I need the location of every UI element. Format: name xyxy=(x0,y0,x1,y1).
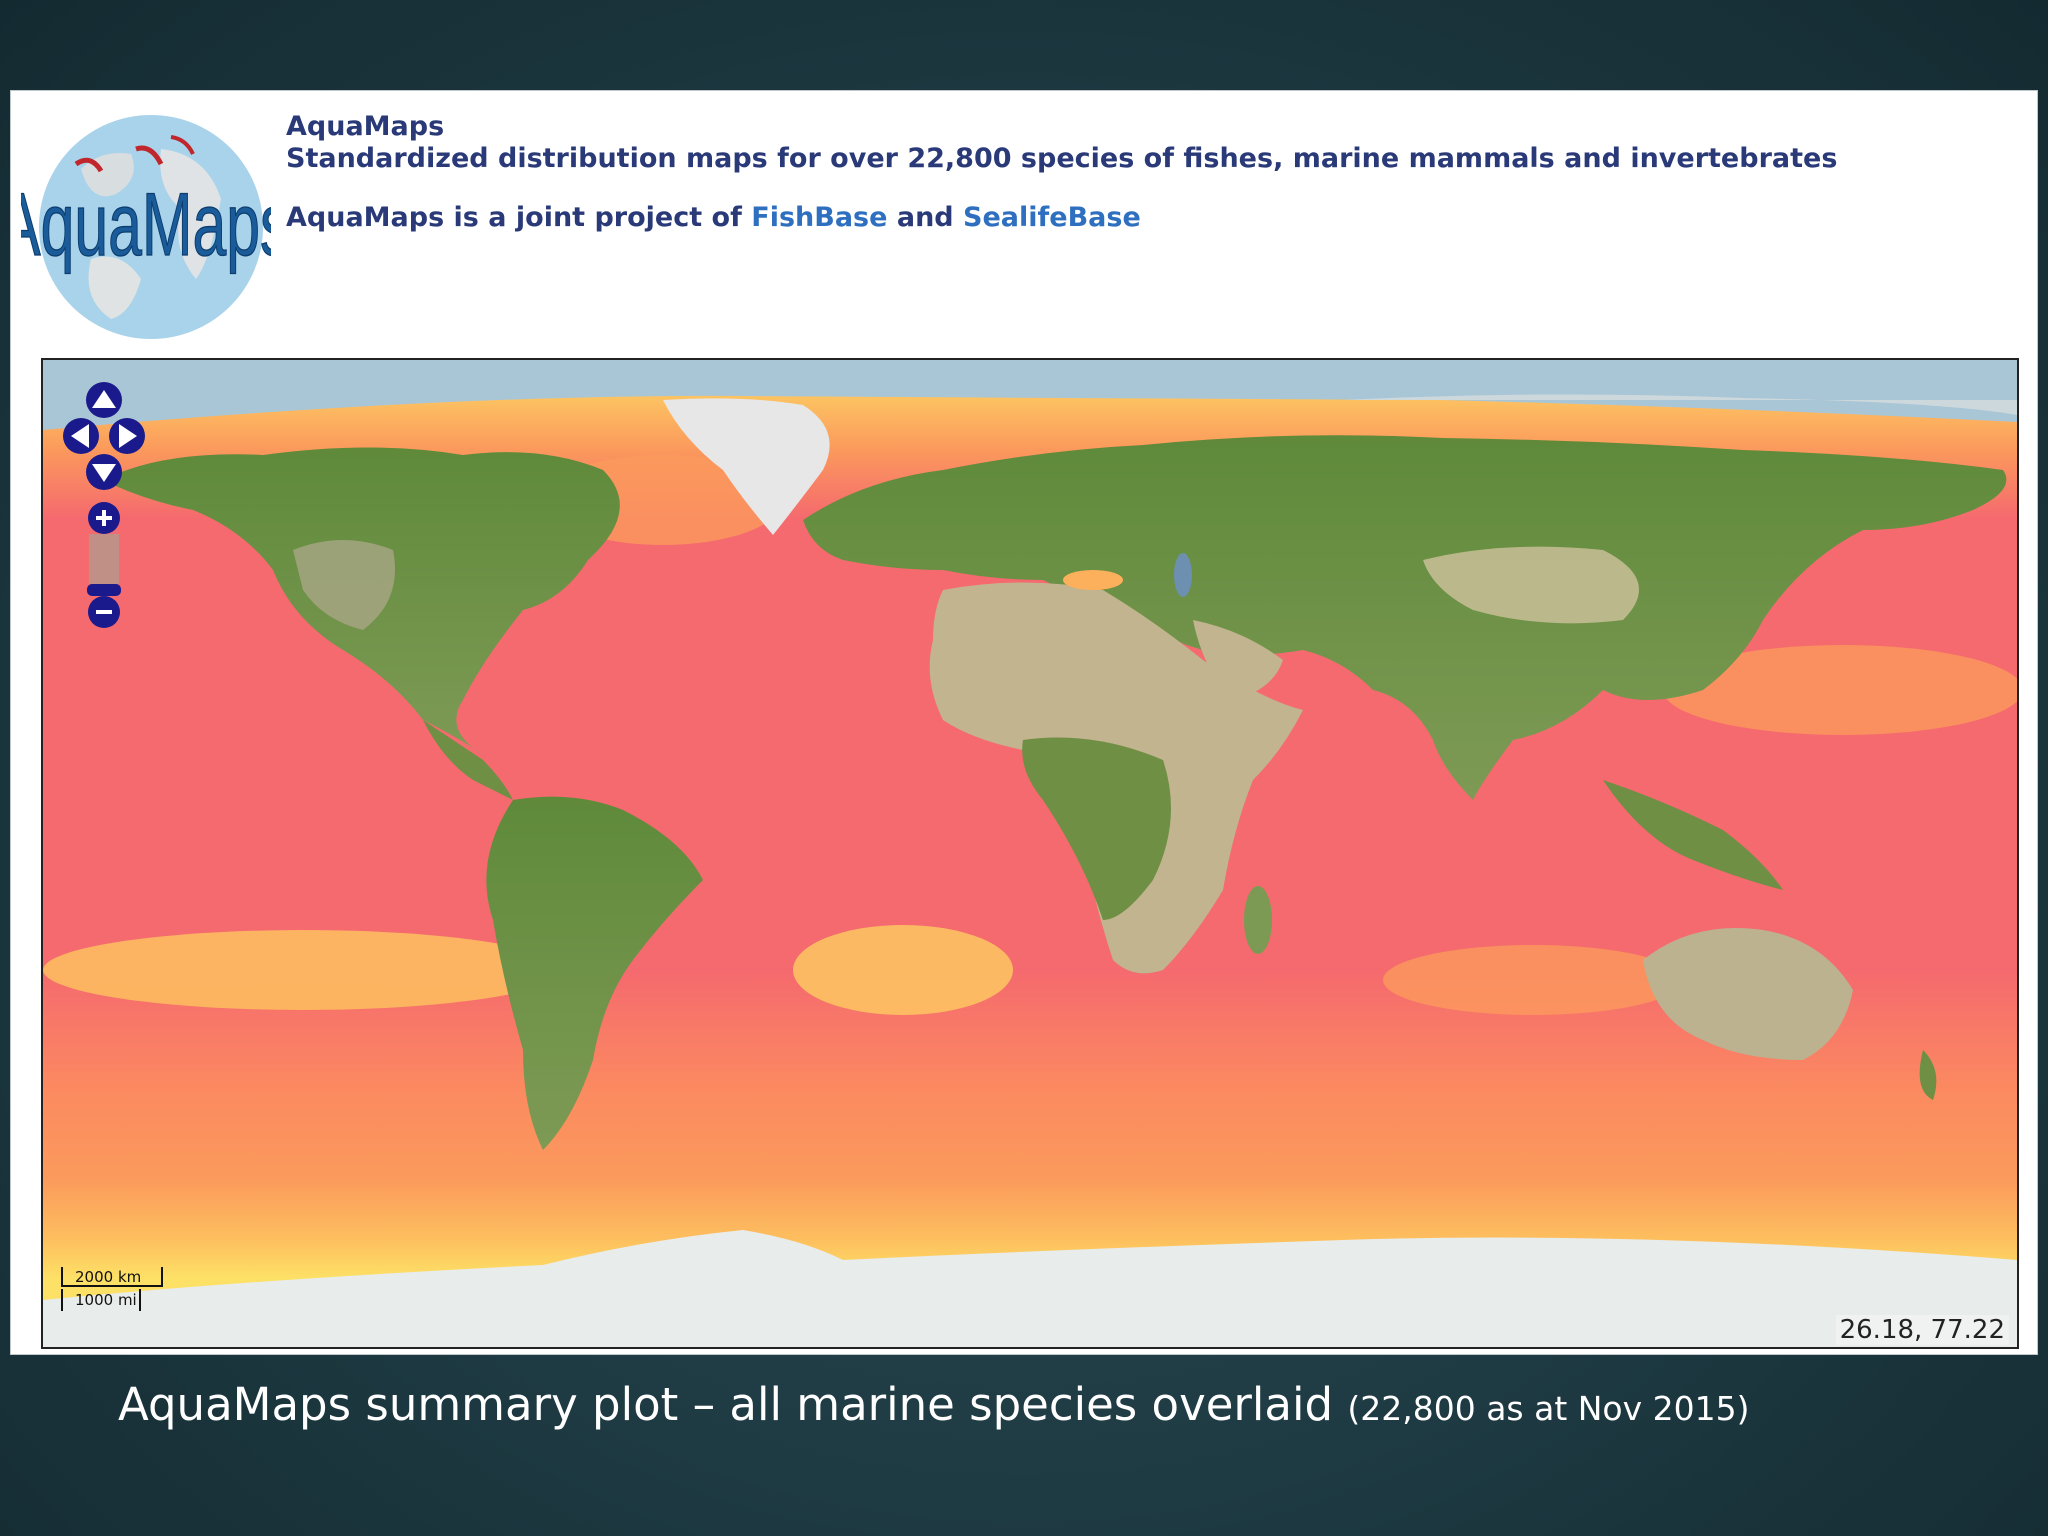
central-america xyxy=(423,720,513,800)
zoom-out-button[interactable] xyxy=(88,596,120,628)
south-america xyxy=(486,796,703,1150)
caption-main: AquaMaps summary plot – all marine speci… xyxy=(118,1378,1334,1431)
arabia xyxy=(1193,620,1283,700)
new-zealand xyxy=(1919,1050,1937,1100)
coordinate-readout: 26.18, 77.22 xyxy=(1835,1315,2009,1345)
southeast-asia xyxy=(1603,780,1783,890)
zoom-slider-track[interactable] xyxy=(89,534,119,584)
zoom-in-button[interactable] xyxy=(88,502,120,534)
pan-right-button[interactable] xyxy=(109,418,145,454)
arctic-sea xyxy=(43,360,2017,430)
pan-down-button[interactable] xyxy=(86,454,122,490)
greenland xyxy=(663,398,830,535)
caspian-sea xyxy=(1174,553,1192,597)
south-atlantic-band xyxy=(793,925,1013,1015)
antarctica xyxy=(43,1230,2017,1347)
partners-prefix: AquaMaps is a joint project of xyxy=(286,202,742,233)
partners-and: and xyxy=(896,202,954,233)
pan-left-button[interactable] xyxy=(63,418,99,454)
site-tagline: Standardized distribution maps for over … xyxy=(286,143,1838,174)
sealifebase-link[interactable]: SealifeBase xyxy=(963,202,1141,233)
fishbase-link[interactable]: FishBase xyxy=(751,202,888,233)
logo-text: AquaMaps xyxy=(21,175,271,274)
aquamaps-logo[interactable]: AquaMaps xyxy=(21,109,271,344)
aquamaps-page: AquaMaps AquaMaps Standardized distribut… xyxy=(10,90,2038,1355)
asia-desert xyxy=(1423,546,1639,624)
zoom-slider-handle[interactable] xyxy=(87,584,121,596)
north-america-interior xyxy=(293,540,395,630)
australia xyxy=(1643,928,1853,1060)
madagascar xyxy=(1244,886,1272,954)
site-name: AquaMaps xyxy=(286,111,445,142)
caption-note: (22,800 as at Nov 2015) xyxy=(1347,1389,1750,1428)
africa-forest xyxy=(1022,737,1171,920)
indian-ocean-band xyxy=(1383,945,1683,1015)
map-viewport[interactable]: 2000 km 1000 mi 26.18, 77.22 xyxy=(41,358,2019,1349)
eurasia xyxy=(803,435,2007,800)
world-map[interactable] xyxy=(43,360,2017,1347)
slide-caption: AquaMaps summary plot – all marine speci… xyxy=(118,1378,1750,1431)
scale-mi-label: 1000 mi xyxy=(61,1289,141,1311)
scale-bar: 2000 km 1000 mi xyxy=(61,1267,171,1315)
scale-km-label: 2000 km xyxy=(61,1267,163,1287)
north-pacific-band xyxy=(1663,645,2017,735)
south-pacific-band xyxy=(43,930,563,1010)
map-navigation-control xyxy=(63,382,145,628)
site-partners: AquaMaps is a joint project of FishBase … xyxy=(286,202,1141,233)
pan-up-button[interactable] xyxy=(86,382,122,418)
northern-ice xyxy=(1343,394,2017,415)
black-sea xyxy=(1063,570,1123,590)
